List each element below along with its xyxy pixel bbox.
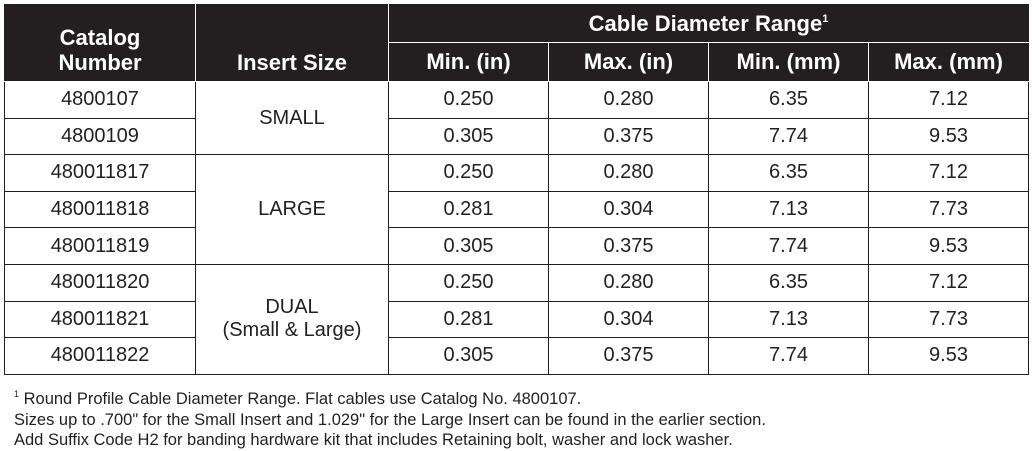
catalog-number-cell: 480011817 [4,154,196,192]
table-row: 480011819 0.305 0.375 7.74 9.53 [4,227,1029,265]
min-in-cell: 0.250 [388,154,549,192]
max-mm-cell: 9.53 [868,227,1029,265]
min-mm-cell: 6.35 [708,263,869,302]
max-in-cell: 0.375 [548,337,709,375]
max-mm-cell: 7.73 [868,300,1029,339]
max-in-cell: 0.375 [548,227,709,265]
catalog-number-cell: 4800107 [4,81,196,119]
max-mm-cell: 7.73 [868,190,1029,229]
footnotes: 1 Round Profile Cable Diameter Range. Fl… [14,384,766,451]
min-in-cell: 0.281 [388,300,549,339]
insert-size-cell: SMALL [195,80,389,156]
header-min-mm: Min. (mm) [708,42,869,82]
table-row: 4800107 SMALL 0.250 0.280 6.35 7.12 [4,80,1029,156]
min-mm-cell: 6.35 [708,81,869,119]
max-mm-cell: 7.12 [868,81,1029,119]
min-in-cell: 0.305 [388,337,549,375]
table-row: 4800109 0.305 0.375 7.74 9.53 [4,117,1029,156]
header-max-mm: Max. (mm) [868,42,1029,82]
header-cable-diameter-range: Cable Diameter Range1 [388,4,1029,43]
max-mm-cell: 7.12 [868,263,1029,302]
max-in-cell: 0.304 [548,300,709,339]
table-row: 480011822 0.305 0.375 7.74 9.53 [4,337,1029,375]
header-max-in: Max. (in) [548,42,709,82]
header-catalog-number: Catalog Number [4,4,196,82]
min-mm-cell: 7.13 [708,190,869,229]
note-suffix: Add Suffix Code H2 for banding hardware … [14,431,733,449]
max-in-cell: 0.280 [548,81,709,119]
max-in-cell: 0.280 [548,154,709,192]
min-mm-cell: 7.74 [708,227,869,265]
min-mm-cell: 7.74 [708,337,869,375]
min-mm-cell: 6.35 [708,154,869,192]
min-in-cell: 0.281 [388,190,549,229]
table-row: 480011821 0.281 0.304 7.13 7.73 [4,300,1029,339]
max-mm-cell: 9.53 [868,117,1029,156]
min-in-cell: 0.250 [388,81,549,119]
table-row: 480011817 LARGE 0.250 0.280 6.35 7.12 [4,154,1029,265]
min-in-cell: 0.250 [388,263,549,302]
min-in-cell: 0.305 [388,227,549,265]
header-min-in: Min. (in) [388,42,549,82]
max-mm-cell: 7.12 [868,154,1029,192]
catalog-number-cell: 4800109 [4,117,196,156]
min-mm-cell: 7.13 [708,300,869,339]
max-in-cell: 0.280 [548,263,709,302]
catalog-number-cell: 480011821 [4,300,196,339]
table-row: 480011818 0.281 0.304 7.13 7.73 [4,190,1029,229]
catalog-number-cell: 480011819 [4,227,196,265]
max-mm-cell: 9.53 [868,337,1029,375]
catalog-number-cell: 480011822 [4,337,196,375]
min-mm-cell: 7.74 [708,117,869,156]
table-row: 480011820 DUAL (Small & Large) 0.250 0.280 6.… [4,263,1029,375]
insert-size-cell: LARGE [195,154,389,265]
cable-diameter-table: Catalog Number Insert Size Cable Diameter… [4,4,1029,375]
header-insert-size: Insert Size [195,4,389,82]
footnote-1: 1 Round Profile Cable Diameter Range. Fl… [14,389,582,408]
max-in-cell: 0.375 [548,117,709,156]
insert-size-cell: DUAL (Small & Large) [195,263,389,375]
note-sizes: Sizes up to .700" for the Small Insert a… [14,410,766,429]
max-in-cell: 0.304 [548,190,709,229]
catalog-number-cell: 480011818 [4,190,196,229]
catalog-number-cell: 480011820 [4,263,196,302]
min-in-cell: 0.305 [388,117,549,156]
